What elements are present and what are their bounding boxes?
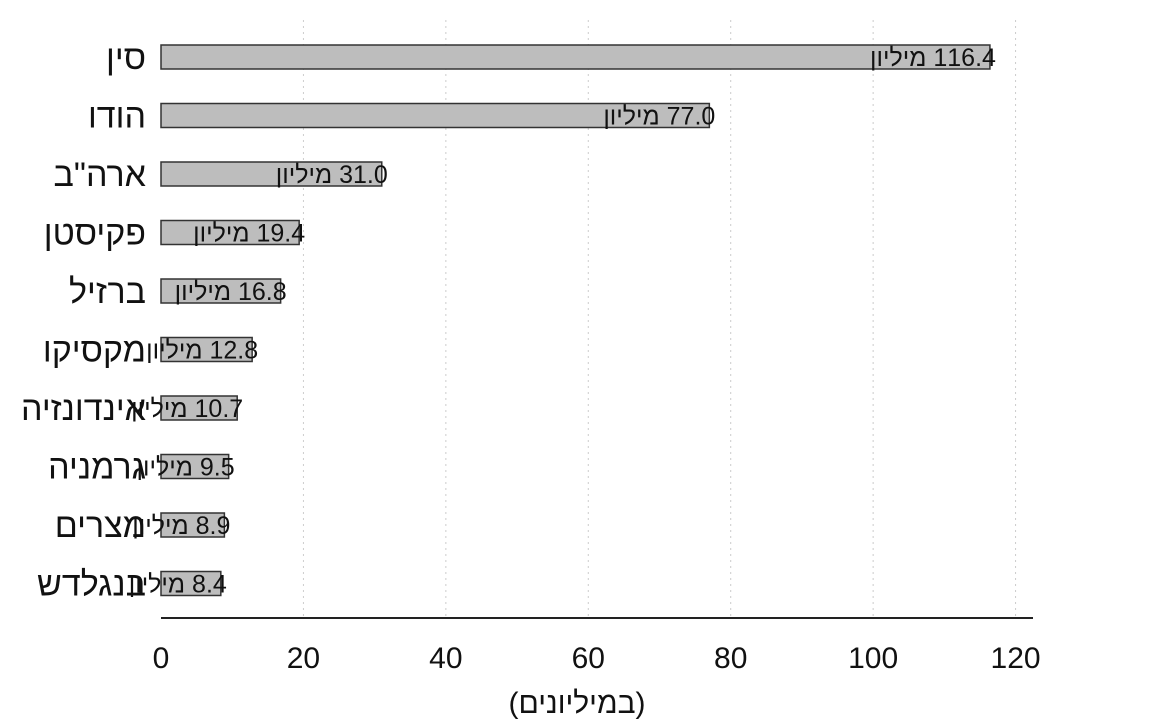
x-tick-label: 20: [287, 642, 320, 675]
x-axis-title: (במיליונים): [508, 687, 645, 720]
value-label: 10.7 מיליון: [131, 395, 243, 423]
value-label: 19.4 מיליון: [193, 220, 305, 248]
value-label: 12.8 מיליון: [146, 337, 258, 365]
bar: [160, 161, 383, 187]
x-tick-label: 120: [991, 642, 1041, 675]
grid-lines: [302, 20, 1017, 618]
bars: [160, 44, 991, 597]
x-tick-label: 60: [572, 642, 605, 675]
category-label: ברזיל: [69, 273, 146, 311]
category-label: סין: [106, 39, 146, 77]
category-label: בנגלדש: [37, 566, 146, 604]
value-labels: 116.4 מיליון 77.0 מיליון 31.0 מיליון 19.4 מ…: [129, 44, 996, 599]
category-label: אינדונזיה: [21, 390, 146, 428]
bar: [160, 570, 222, 597]
bar: [160, 395, 238, 421]
bar: [160, 453, 230, 480]
category-label: פקיסטן: [44, 215, 146, 253]
category-label: מקסיקו: [43, 332, 146, 370]
x-tick-label: 100: [848, 642, 898, 675]
bar: [160, 44, 991, 70]
value-label: 31.0 מיליון: [276, 161, 388, 189]
category-labels: סין הודו ארה"ב פקיסטן ברזיל מקסיקו אינדונזיה גר…: [21, 39, 146, 604]
x-tick-label: 40: [429, 642, 462, 675]
value-label: 8.4 מיליון: [129, 571, 227, 599]
category-label: גרמניה: [48, 449, 146, 487]
value-label: 77.0 מיליון: [603, 103, 715, 131]
category-label: מצרים: [55, 507, 146, 545]
bar: [160, 278, 282, 304]
x-tick-label: 0: [153, 642, 170, 675]
value-label: 16.8 מיליון: [175, 278, 287, 306]
value-label: 116.4 מיליון: [870, 44, 996, 72]
bar: [160, 102, 711, 129]
category-label: הודו: [88, 98, 146, 136]
x-tick-label: 80: [714, 642, 747, 675]
category-label: ארה"ב: [54, 156, 146, 194]
x-tick-labels: 0 20 40 60 80 100 120: [153, 642, 1041, 675]
value-label: 9.5 מיליון: [137, 454, 235, 482]
bar: [160, 219, 300, 246]
bar: [160, 336, 253, 363]
value-label: 8.9 מיליון: [132, 512, 230, 540]
bar: [160, 512, 226, 538]
